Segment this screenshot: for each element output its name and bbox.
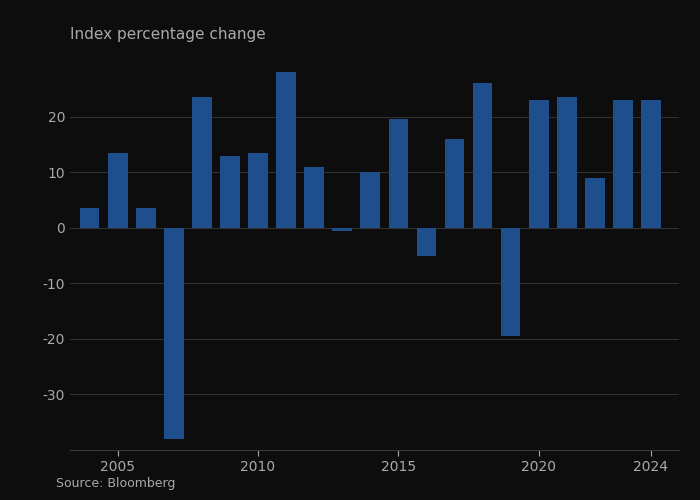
Bar (220, 156, 240, 228)
Bar (332, 228, 352, 230)
Bar (248, 153, 268, 228)
Bar (444, 139, 464, 228)
Bar (613, 100, 633, 228)
Bar (164, 228, 183, 439)
Bar (641, 100, 661, 228)
Text: Source: Bloomberg: Source: Bloomberg (56, 477, 176, 490)
Bar (136, 208, 155, 228)
Bar (389, 120, 408, 228)
Bar (360, 172, 380, 228)
Bar (192, 97, 211, 228)
Bar (529, 100, 549, 228)
Bar (276, 72, 296, 228)
Bar (80, 208, 99, 228)
Bar (473, 84, 492, 228)
Bar (585, 178, 605, 228)
Bar (416, 228, 436, 256)
Bar (304, 166, 324, 228)
Text: Index percentage change: Index percentage change (70, 27, 266, 42)
Bar (500, 228, 520, 336)
Bar (557, 97, 577, 228)
Bar (108, 153, 127, 228)
